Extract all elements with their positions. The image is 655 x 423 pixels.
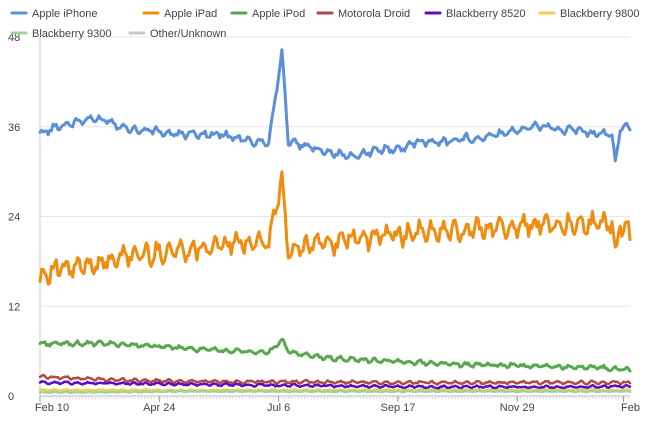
x-tick-label: Feb 10 — [35, 402, 69, 414]
y-tick-label: 0 — [8, 391, 14, 403]
x-tick-label: Feb — [621, 402, 640, 414]
legend-label: Apple iPhone — [32, 8, 97, 20]
series-lines — [38, 48, 632, 395]
legend-item[interactable]: Blackberry 9300 — [10, 28, 112, 40]
grid-lines — [40, 36, 630, 397]
legend-item[interactable]: Blackberry 9800 — [538, 8, 640, 20]
x-tick-label: Sep 17 — [380, 402, 415, 414]
legend-item[interactable]: Motorola Droid — [316, 8, 410, 20]
series-line-blackberry-9300 — [38, 389, 632, 395]
legend-item[interactable]: Apple iPad — [142, 8, 217, 20]
series-line-apple-iphone — [38, 48, 632, 163]
y-tick-label: 48 — [8, 32, 20, 44]
legend-label: Blackberry 8520 — [446, 8, 526, 20]
legend-label: Apple iPod — [252, 8, 305, 20]
series-line-motorola-droid — [38, 373, 632, 386]
y-tick-label: 24 — [8, 212, 20, 224]
y-tick-label: 36 — [8, 122, 20, 134]
legend-label: Motorola Droid — [338, 8, 410, 20]
x-tick-label: Apr 24 — [143, 402, 175, 414]
legend-label: Other/Unknown — [150, 28, 226, 40]
y-tick-label: 12 — [8, 301, 20, 313]
series-line-apple-ipod — [38, 337, 632, 373]
legend-item[interactable]: Other/Unknown — [128, 28, 226, 40]
series-line-blackberry-8520 — [38, 380, 632, 390]
legend-item[interactable]: Blackberry 8520 — [424, 8, 526, 20]
legend[interactable]: Apple iPhone Apple iPad Apple iPod Motorola… — [10, 8, 640, 40]
axes: 0 12 24 36 48 Feb 10 Apr 24 Jul 6 Sep 17 Nov 29 Fe… — [8, 32, 640, 414]
series-line-apple-ipad — [38, 170, 632, 286]
legend-item[interactable]: Apple iPhone — [10, 8, 97, 20]
series-line-blackberry-9800 — [38, 387, 632, 393]
x-tick-label: Nov 29 — [500, 402, 535, 414]
x-tick-label: Jul 6 — [267, 402, 290, 414]
legend-item[interactable]: Apple iPod — [230, 8, 305, 20]
legend-label: Apple iPad — [164, 8, 217, 20]
legend-label: Blackberry 9300 — [32, 28, 112, 40]
legend-label: Blackberry 9800 — [560, 8, 640, 20]
